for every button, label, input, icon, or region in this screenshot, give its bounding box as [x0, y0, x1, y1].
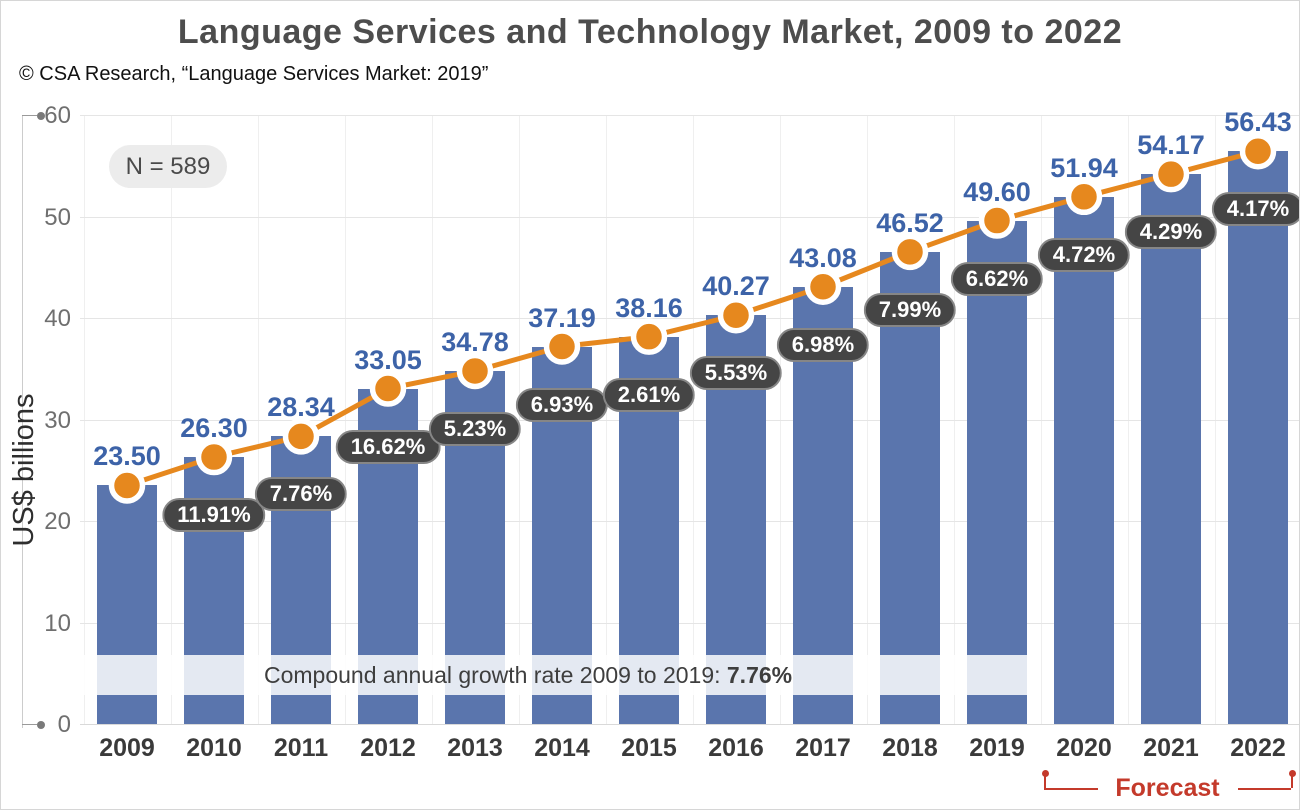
- x-tick-label: 2015: [621, 734, 677, 762]
- growth-badge: 16.62%: [335, 429, 441, 464]
- data-point-marker: [630, 318, 668, 355]
- forecast-bracket-dot: [1288, 770, 1296, 777]
- growth-badge: 4.17%: [1211, 192, 1299, 227]
- x-tick-label: 2013: [447, 734, 503, 762]
- x-tick-label: 2009: [99, 734, 155, 762]
- x-tick-label: 2022: [1230, 734, 1286, 762]
- bar-2021: [1141, 174, 1201, 724]
- horizontal-gridline: [80, 216, 1299, 218]
- growth-badge: 11.91%: [162, 498, 266, 533]
- data-point-marker: [543, 328, 581, 365]
- value-label: 43.08: [789, 242, 857, 273]
- value-label: 33.05: [354, 344, 422, 375]
- x-tick-label: 2016: [708, 734, 764, 762]
- data-point-marker: [1239, 132, 1277, 170]
- y-axis-cap-dot: [37, 720, 45, 729]
- growth-badge: 4.29%: [1124, 215, 1218, 250]
- data-point-marker: [1065, 178, 1103, 216]
- growth-badge: 7.76%: [254, 477, 348, 512]
- y-tick-label: 10: [44, 609, 71, 637]
- data-point-marker: [978, 202, 1016, 239]
- bar-2020: [1054, 196, 1114, 724]
- growth-badge: 6.93%: [515, 387, 609, 422]
- data-point-marker: [1152, 155, 1190, 193]
- x-axis-baseline: [80, 724, 1299, 725]
- bar-2019: [967, 220, 1027, 724]
- growth-badge: 5.23%: [428, 411, 522, 446]
- y-axis-cap: [22, 724, 37, 725]
- value-label: 38.16: [615, 292, 683, 323]
- value-label: 37.19: [528, 302, 596, 333]
- value-label: 26.30: [180, 413, 248, 444]
- value-label: 56.43: [1224, 107, 1292, 138]
- y-tick-label: 60: [44, 102, 71, 129]
- cagr-band: Compound annual growth rate 2009 to 2019…: [80, 655, 1035, 695]
- forecast-bracket-stub: [1044, 775, 1046, 788]
- growth-badge: 7.99%: [863, 292, 957, 327]
- y-tick-label: 0: [57, 711, 71, 738]
- x-tick-label: 2014: [534, 734, 590, 762]
- x-tick-label: 2021: [1143, 734, 1199, 762]
- horizontal-gridline: [80, 622, 1299, 624]
- data-point-marker: [804, 268, 842, 305]
- value-label: 46.52: [876, 207, 944, 238]
- data-point-marker: [891, 233, 929, 271]
- growth-badge: 2.61%: [602, 377, 696, 412]
- y-axis-cap-dot: [37, 111, 45, 120]
- sample-size-pill: N = 589: [109, 145, 227, 188]
- value-label: 40.27: [702, 271, 770, 302]
- x-tick-label: 2010: [186, 734, 242, 762]
- growth-badge: 6.98%: [776, 327, 870, 362]
- value-label: 49.60: [963, 176, 1031, 207]
- horizontal-gridline: [80, 521, 1299, 522]
- source-note: © CSA Research, “Language Services Marke…: [19, 63, 489, 85]
- x-tick-label: 2019: [969, 734, 1025, 762]
- x-tick-label: 2017: [795, 734, 851, 762]
- data-point-marker: [369, 370, 407, 407]
- growth-badge: 4.72%: [1037, 237, 1131, 272]
- value-label: 34.78: [441, 326, 509, 357]
- cagr-annotation: Compound annual growth rate 2009 to 2019…: [264, 661, 793, 688]
- chart-title: Language Services and Technology Market,…: [177, 13, 1123, 51]
- forecast-bracket-stub: [1291, 775, 1293, 788]
- data-point-marker: [456, 352, 494, 390]
- data-point-marker: [195, 438, 233, 476]
- growth-badge: 6.62%: [950, 261, 1044, 296]
- forecast-bracket-left: [1044, 788, 1098, 790]
- forecast-bracket-right: [1237, 788, 1291, 790]
- bar-2022: [1228, 151, 1288, 724]
- data-point-marker: [282, 418, 320, 455]
- growth-badge: 5.53%: [689, 356, 783, 391]
- y-tick-label: 50: [44, 203, 71, 231]
- data-point-marker: [717, 297, 755, 334]
- x-tick-label: 2020: [1056, 734, 1112, 762]
- horizontal-gridline: [80, 318, 1299, 319]
- forecast-bracket-dot: [1041, 770, 1049, 777]
- data-point-marker: [108, 467, 146, 504]
- y-tick-label: 30: [44, 406, 71, 434]
- value-label: 54.17: [1137, 130, 1205, 161]
- horizontal-gridline: [80, 115, 1299, 116]
- x-tick-label: 2011: [273, 734, 329, 762]
- y-axis-line: [22, 115, 23, 728]
- forecast-label: Forecast: [1115, 774, 1220, 802]
- bar-2018: [880, 251, 940, 724]
- x-tick-label: 2018: [882, 734, 938, 762]
- value-label: 51.94: [1050, 152, 1118, 183]
- horizontal-gridline: [80, 419, 1299, 421]
- y-axis-cap: [22, 115, 37, 116]
- value-label: 28.34: [267, 392, 335, 423]
- value-label: 23.50: [93, 441, 161, 472]
- y-tick-label: 20: [44, 508, 71, 535]
- x-tick-label: 2012: [360, 734, 416, 762]
- y-tick-label: 40: [44, 305, 71, 332]
